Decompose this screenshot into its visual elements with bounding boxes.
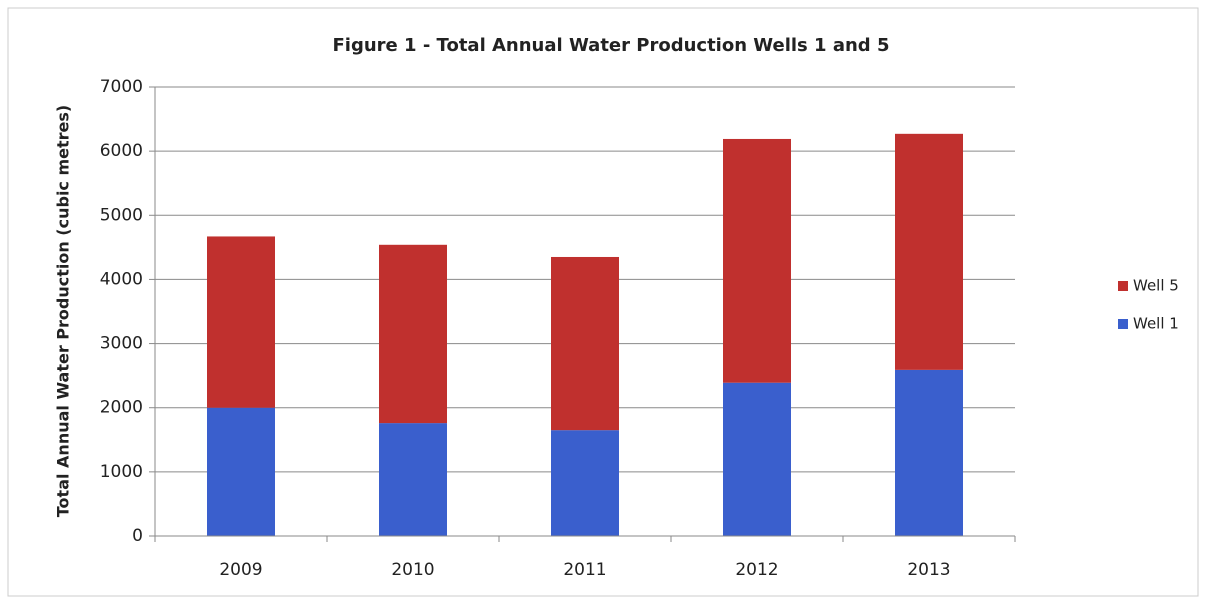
bar-segment (551, 430, 619, 536)
bar-segment (379, 423, 447, 536)
y-tick-label: 7000 (100, 77, 143, 97)
legend-swatch (1118, 319, 1128, 329)
y-tick-label: 6000 (100, 141, 143, 161)
y-tick-label: 4000 (100, 269, 143, 289)
x-tick-label: 2011 (563, 560, 606, 580)
bar-segment (207, 236, 275, 408)
x-tick-label: 2012 (735, 560, 778, 580)
y-axis-label: Total Annual Water Production (cubic met… (54, 105, 73, 517)
y-tick-label: 3000 (100, 334, 143, 354)
bar-segment (723, 382, 791, 536)
x-tick-label: 2013 (907, 560, 950, 580)
chart-title: Figure 1 - Total Annual Water Production… (333, 35, 890, 56)
legend-label: Well 1 (1133, 315, 1179, 333)
y-tick-label: 1000 (100, 462, 143, 482)
x-tick-label: 2010 (391, 560, 434, 580)
bar-segment (895, 369, 963, 536)
bar-segment (551, 256, 619, 431)
y-tick-label: 5000 (100, 205, 143, 225)
bar-segment (895, 133, 963, 370)
legend-label: Well 5 (1133, 277, 1179, 295)
y-tick-label: 0 (132, 526, 143, 546)
bar-segment (207, 407, 275, 536)
x-tick-label: 2009 (219, 560, 262, 580)
bar-segment (723, 138, 791, 383)
legend-swatch (1118, 281, 1128, 291)
y-tick-label: 2000 (100, 398, 143, 418)
bar-segment (379, 244, 447, 424)
